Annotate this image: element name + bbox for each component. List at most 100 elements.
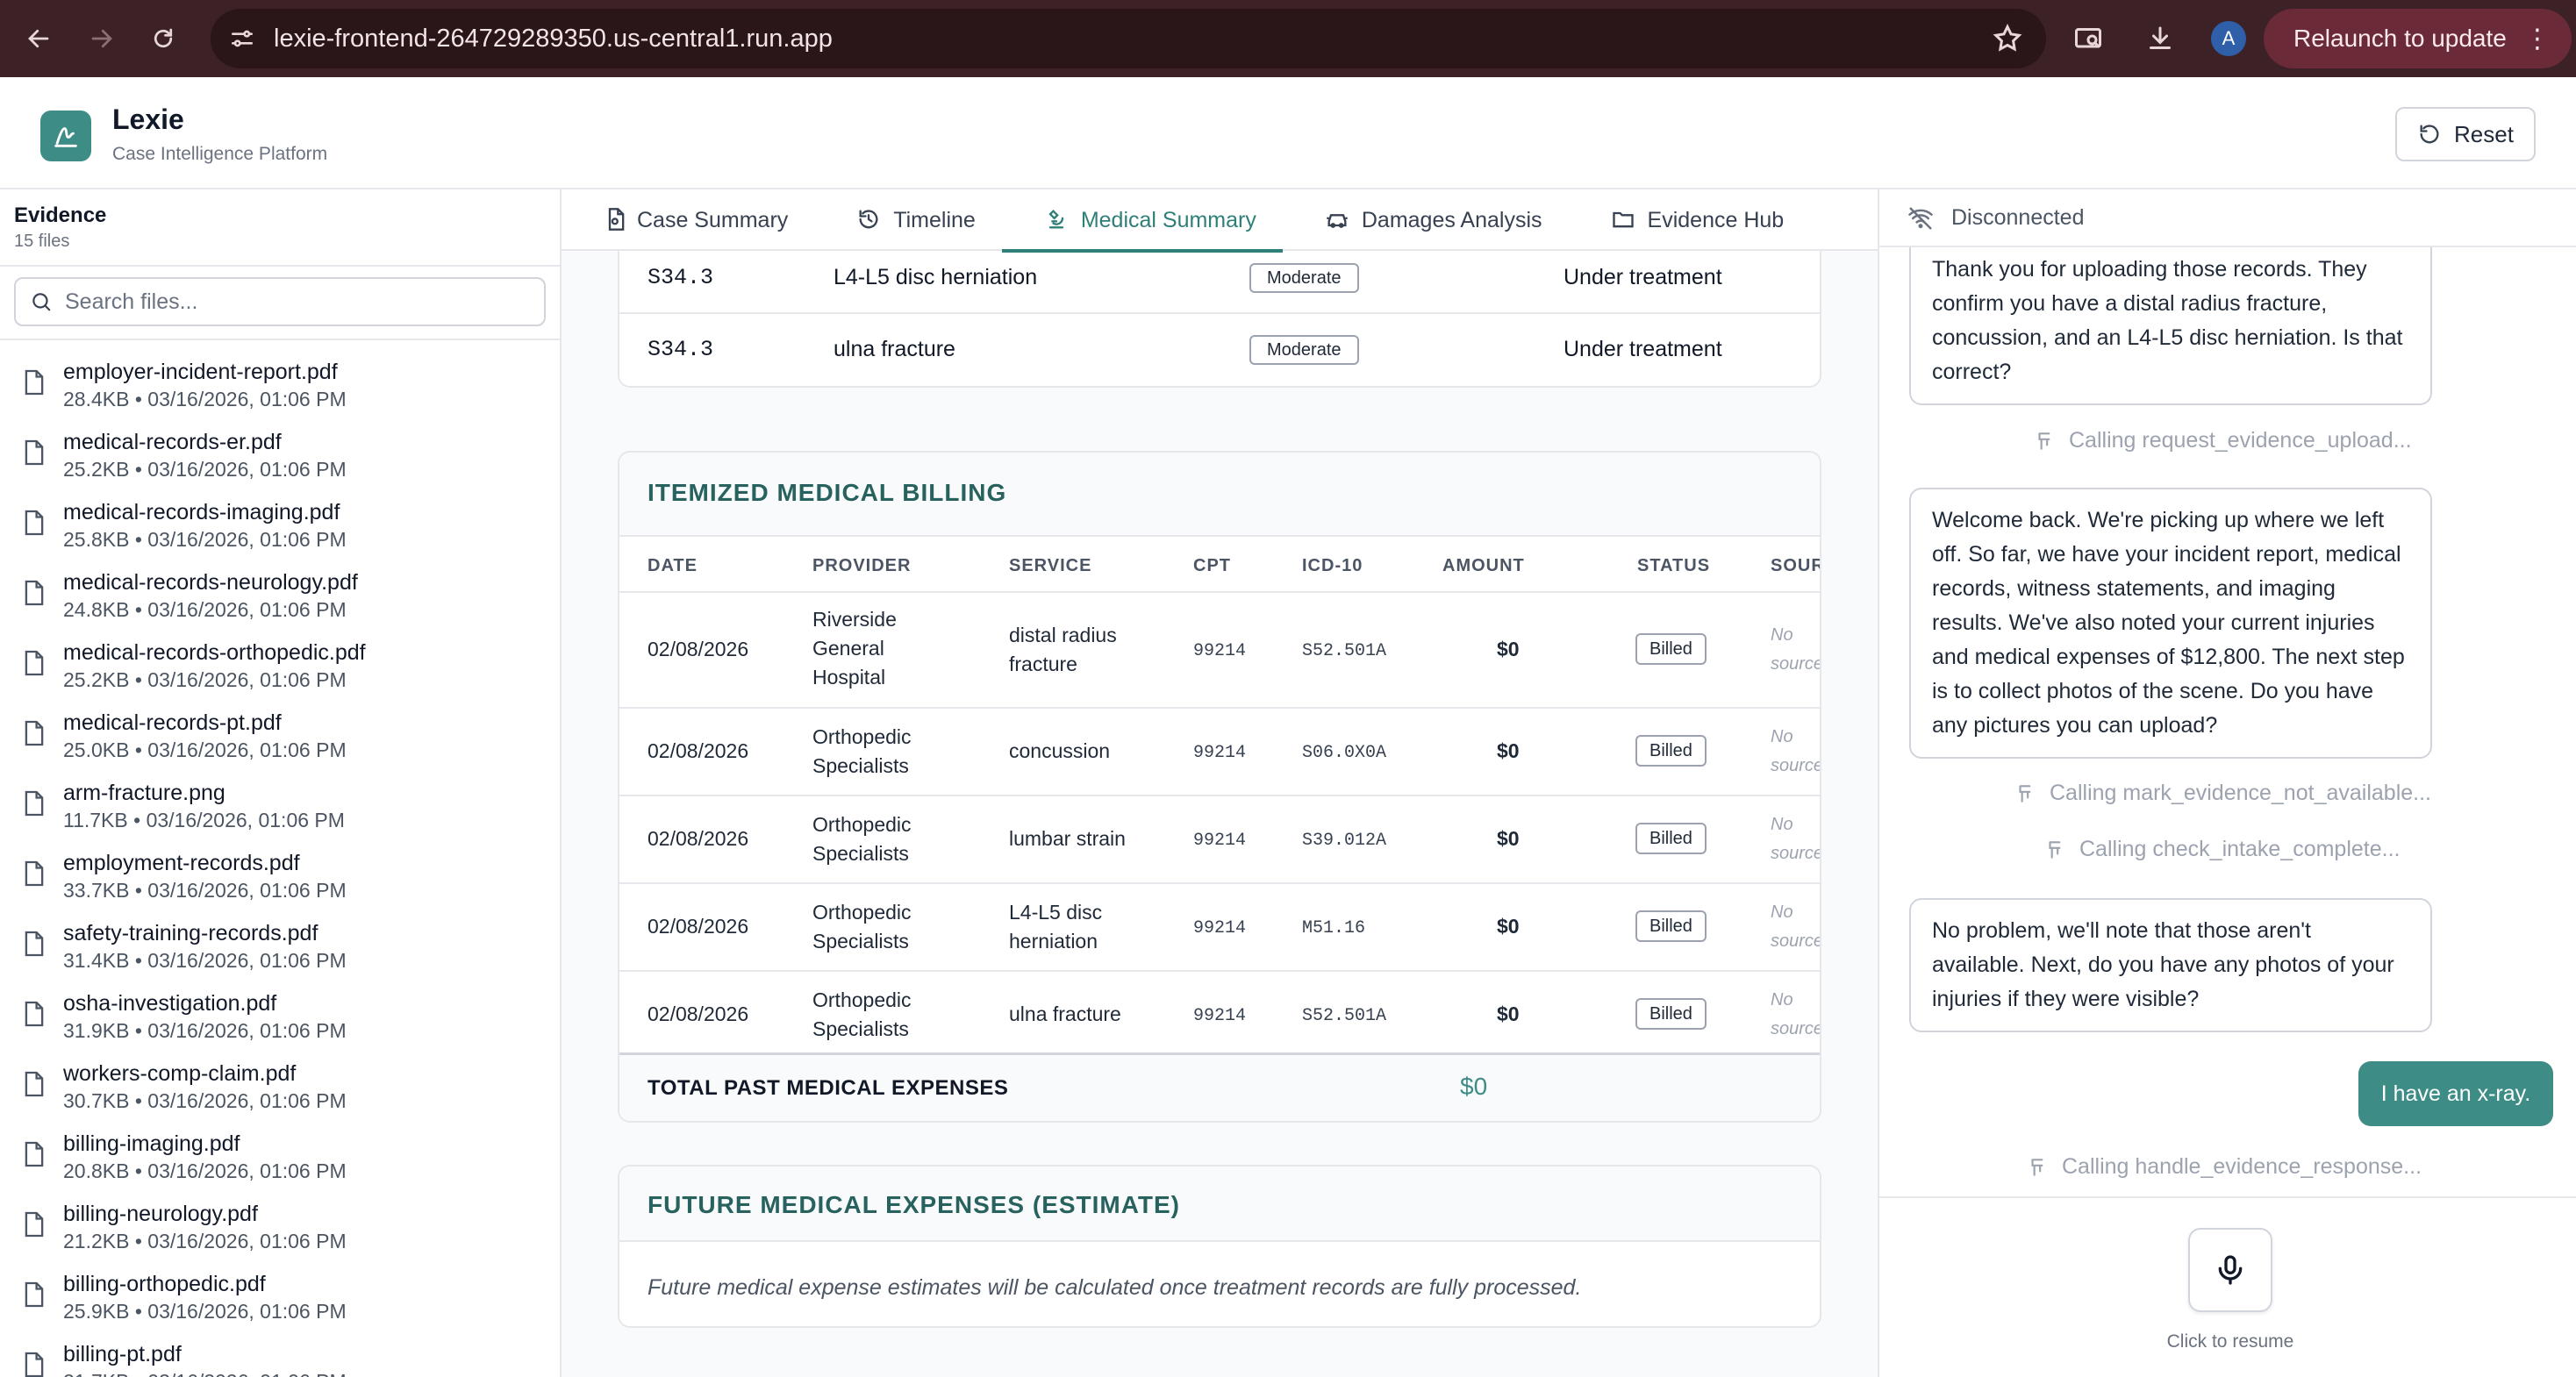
total-label: TOTAL PAST MEDICAL EXPENSES <box>648 1076 1009 1100</box>
status-badge: Billed <box>1635 735 1707 767</box>
file-item[interactable]: safety-training-records.pdf 31.4KB • 03/… <box>0 914 560 984</box>
billing-source: No source <box>1771 727 1821 775</box>
arrow-right-icon <box>91 29 112 48</box>
tool-icon <box>2031 1158 2043 1176</box>
file-icon <box>25 860 44 887</box>
tab-evidence-hub[interactable]: Evidence Hub <box>1569 189 1811 251</box>
billing-icd: S39.012A <box>1302 831 1387 851</box>
evidence-sidebar: Evidence 15 files employer-incident-repo… <box>0 189 562 1377</box>
col-source: SOURCE <box>1771 556 1820 575</box>
search-icon <box>32 293 51 311</box>
mic-button[interactable] <box>2188 1228 2272 1312</box>
file-item[interactable]: billing-pt.pdf 21.7KB • 03/16/2026, 01:0… <box>0 1335 560 1377</box>
browser-toolbar: lexie-frontend-264729289350.us-central1.… <box>0 0 2576 77</box>
file-item[interactable]: medical-records-imaging.pdf 25.8KB • 03/… <box>0 493 560 563</box>
file-name: workers-comp-claim.pdf <box>63 1061 297 1086</box>
file-icon <box>25 369 44 396</box>
file-item[interactable]: medical-records-pt.pdf 25.0KB • 03/16/20… <box>0 703 560 774</box>
billing-provider: Orthopedic Specialists <box>812 988 912 1040</box>
diagnosis-code: S34.3 <box>648 337 714 362</box>
diagnosis-condition: ulna fracture <box>834 337 955 361</box>
reset-button[interactable]: Reset <box>2395 107 2536 161</box>
app-header: Lexie Case Intelligence Platform Reset <box>0 77 2576 189</box>
tab-label: Timeline <box>893 207 976 232</box>
file-meta: 30.7KB • 03/16/2026, 01:06 PM <box>63 1089 347 1112</box>
file-name: billing-neurology.pdf <box>63 1202 258 1226</box>
url-text[interactable]: lexie-frontend-264729289350.us-central1.… <box>274 24 833 53</box>
billing-cpt: 99214 <box>1193 743 1247 763</box>
file-meta: 21.7KB • 03/16/2026, 01:06 PM <box>63 1370 347 1377</box>
reload-icon <box>154 28 173 48</box>
file-list: employer-incident-report.pdf 28.4KB • 03… <box>0 353 560 1377</box>
billing-service: concussion <box>1009 739 1111 762</box>
col-provider: PROVIDER <box>812 556 912 575</box>
search-input[interactable] <box>65 289 521 315</box>
billing-amount: $0 <box>1497 638 1520 660</box>
billing-icd: S52.501A <box>1302 1006 1387 1026</box>
file-icon <box>25 1141 44 1167</box>
forward-button[interactable] <box>77 14 126 63</box>
file-name: employment-records.pdf <box>63 851 300 875</box>
tab-timeline[interactable]: Timeline <box>814 189 1002 251</box>
table-row: S34.3 L4-L5 disc herniation Moderate Und… <box>619 242 1820 314</box>
file-icon <box>25 790 44 817</box>
file-item[interactable]: employment-records.pdf 33.7KB • 03/16/20… <box>0 844 560 914</box>
billing-date: 02/08/2026 <box>648 827 749 850</box>
col-date: DATE <box>648 556 698 575</box>
file-meta: 28.4KB • 03/16/2026, 01:06 PM <box>63 388 347 410</box>
folder-icon <box>1612 211 1634 228</box>
resume-label: Click to resume <box>2166 1331 2294 1352</box>
file-meta: 25.8KB • 03/16/2026, 01:06 PM <box>63 528 347 551</box>
col-amount: AMOUNT <box>1442 556 1525 575</box>
cast-search-icon[interactable] <box>2067 18 2109 60</box>
search-box[interactable] <box>14 277 546 326</box>
assistant-message: No problem, we'll note that those aren't… <box>1909 898 2432 1032</box>
tool-icon <box>2019 784 2031 803</box>
address-bar[interactable]: lexie-frontend-264729289350.us-central1.… <box>211 9 2046 68</box>
file-icon <box>25 720 44 746</box>
file-item[interactable]: workers-comp-claim.pdf 30.7KB • 03/16/20… <box>0 1054 560 1124</box>
file-item[interactable]: medical-records-orthopedic.pdf 25.2KB • … <box>0 633 560 703</box>
file-item[interactable]: billing-orthopedic.pdf 25.9KB • 03/16/20… <box>0 1265 560 1335</box>
diagnosis-code: S34.3 <box>648 265 714 290</box>
file-item[interactable]: employer-incident-report.pdf 28.4KB • 03… <box>0 353 560 423</box>
relaunch-button[interactable]: Relaunch to update ⋮ <box>2264 9 2572 68</box>
file-meta: 25.0KB • 03/16/2026, 01:06 PM <box>63 738 347 761</box>
browser-menu-icon[interactable]: ⋮ <box>2523 24 2551 54</box>
reload-button[interactable] <box>139 14 188 63</box>
file-item[interactable]: billing-imaging.pdf 20.8KB • 03/16/2026,… <box>0 1124 560 1195</box>
file-name: billing-pt.pdf <box>63 1342 182 1366</box>
file-icon <box>25 650 44 676</box>
billing-source: No source <box>1771 815 1821 863</box>
file-meta: 33.7KB • 03/16/2026, 01:06 PM <box>63 879 347 902</box>
billing-amount: $0 <box>1497 827 1520 850</box>
billing-service: L4-L5 disc herniation <box>1009 901 1103 952</box>
file-meta: 11.7KB • 03/16/2026, 01:06 PM <box>63 809 345 831</box>
tool-icon <box>2038 432 2050 450</box>
file-item[interactable]: osha-investigation.pdf 31.9KB • 03/16/20… <box>0 984 560 1054</box>
file-icon <box>25 1211 44 1238</box>
file-item[interactable]: billing-neurology.pdf 21.2KB • 03/16/202… <box>0 1195 560 1265</box>
tab-medical-summary[interactable]: Medical Summary <box>1001 189 1283 253</box>
billing-source: No source <box>1771 990 1821 1038</box>
tab-label: Medical Summary <box>1080 207 1256 232</box>
profile-avatar[interactable]: A <box>2211 21 2246 56</box>
file-item[interactable]: medical-records-neurology.pdf 24.8KB • 0… <box>0 563 560 633</box>
site-info-icon[interactable] <box>225 21 260 56</box>
file-meta: 31.4KB • 03/16/2026, 01:06 PM <box>63 949 347 972</box>
file-icon <box>25 1352 44 1377</box>
bookmark-star-icon[interactable] <box>1992 23 2023 54</box>
file-item[interactable]: arm-fracture.png 11.7KB • 03/16/2026, 01… <box>0 774 560 844</box>
status-badge: Billed <box>1635 998 1707 1030</box>
download-icon[interactable] <box>2139 18 2181 60</box>
billing-date: 02/08/2026 <box>648 1002 749 1025</box>
tab-case-summary[interactable]: Case Summary <box>562 189 814 251</box>
status-badge: Billed <box>1635 910 1707 942</box>
tab-damages-analysis[interactable]: Damages Analysis <box>1283 189 1569 251</box>
chat-panel: Thank you for uploading those records. T… <box>1878 189 2576 1377</box>
history-icon <box>859 210 878 229</box>
divider <box>0 265 560 267</box>
file-item[interactable]: medical-records-er.pdf 25.2KB • 03/16/20… <box>0 423 560 493</box>
file-name: safety-training-records.pdf <box>63 921 318 945</box>
back-button[interactable] <box>14 14 63 63</box>
